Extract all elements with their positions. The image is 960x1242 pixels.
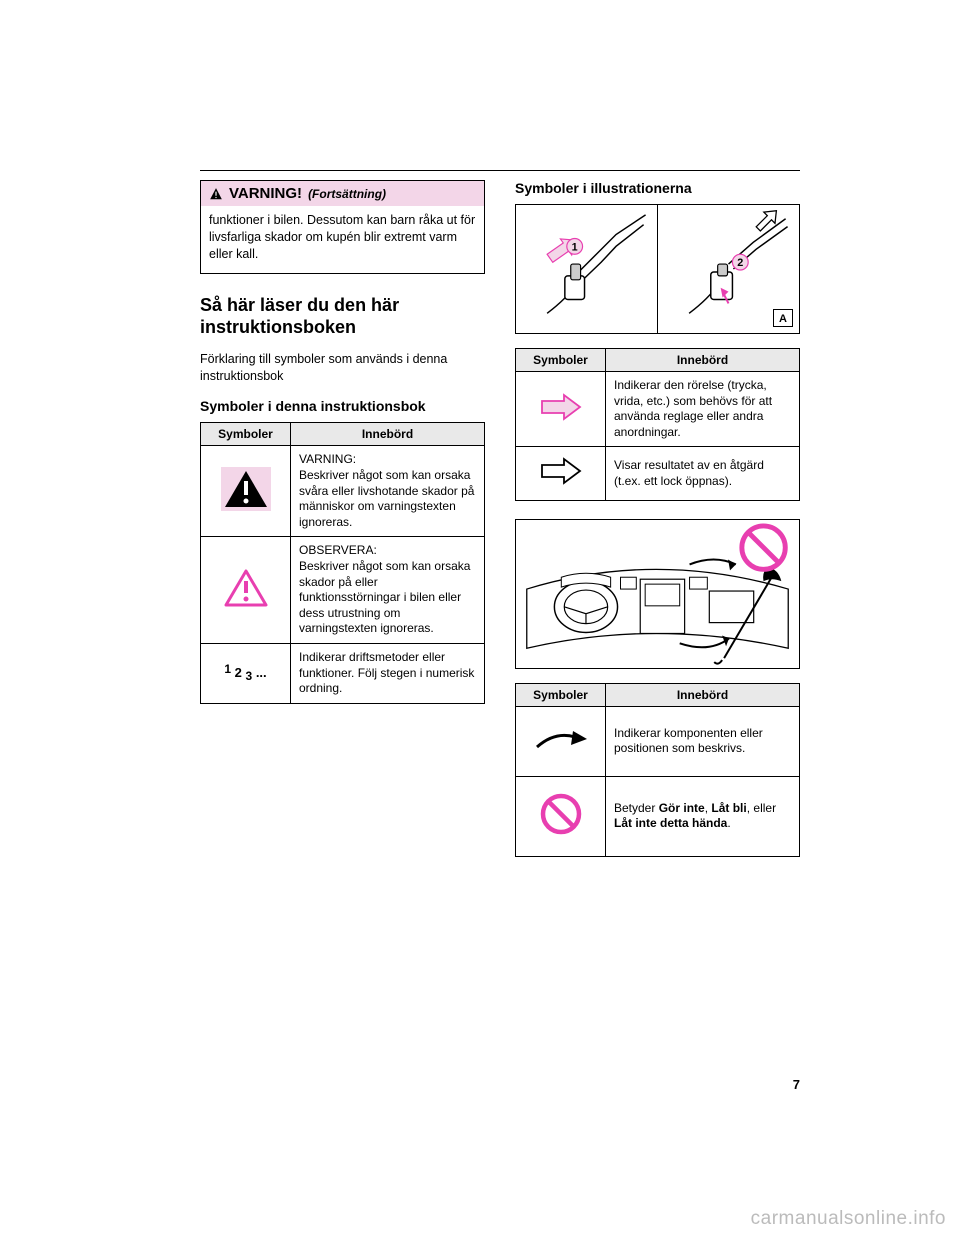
section-heading: Så här läser du den här instruktionsboke… — [200, 294, 485, 339]
icon-cell: 1 2 3 ... — [201, 643, 291, 703]
meaning-cell: OBSERVERA: Beskriver något som kan orsak… — [291, 537, 485, 644]
table-row: Indikerar komponenten eller positionen s… — [516, 706, 800, 776]
warning-triangle-black-icon — [221, 467, 271, 511]
warning-continuation: (Fortsättning) — [308, 187, 386, 201]
top-rule — [200, 170, 800, 171]
warning-body: funktioner i bilen. Dessutom kan barn rå… — [201, 206, 484, 273]
pointer-arrow-black-icon — [533, 725, 589, 753]
table-row: VARNING: Beskriver något som kan orsaka … — [201, 446, 485, 537]
step-1-label: 1 — [572, 241, 578, 253]
symbols-table-illustration-2: Symboler Innebörd — [515, 683, 800, 857]
page-number: 7 — [793, 1077, 800, 1092]
seatbelt-release-panel: 2 A — [658, 205, 799, 333]
arrow-outline-icon — [536, 455, 586, 487]
seatbelt-insert-panel: 1 — [516, 205, 658, 333]
t: Låt inte detta hända — [614, 816, 727, 830]
arrow-filled-pink-icon — [536, 391, 586, 423]
warning-box: VARNING! (Fortsättning) funktioner i bil… — [200, 180, 485, 274]
prohibit-pink-icon — [538, 791, 584, 837]
right-subhead: Symboler i illustrationerna — [515, 180, 800, 196]
label-a: A — [773, 309, 793, 327]
intro-text: Förklaring till symboler som används i d… — [200, 351, 485, 385]
t: Gör inte — [659, 801, 705, 815]
dashboard-illustration — [515, 519, 800, 669]
warning-title: VARNING! — [229, 185, 302, 202]
watermark: carmanualsonline.info — [751, 1208, 946, 1230]
th-symbols: Symboler — [201, 423, 291, 446]
seatbelt-illustration: 1 — [515, 204, 800, 334]
meaning-cell-prohibit: Betyder Gör inte, Låt bli, eller Låt int… — [606, 776, 800, 856]
left-subhead: Symboler i denna instruktionsbok — [200, 398, 485, 414]
symbols-table-manual: Symboler Innebörd — [200, 422, 485, 703]
t: , eller — [747, 801, 776, 815]
th-meaning: Innebörd — [291, 423, 485, 446]
meaning-cell: VARNING: Beskriver något som kan orsaka … — [291, 446, 485, 537]
meaning-cell: Indikerar driftsmetoder eller funktioner… — [291, 643, 485, 703]
table-row: Betyder Gör inte, Låt bli, eller Låt int… — [516, 776, 800, 856]
icon-cell — [516, 372, 606, 447]
icon-cell — [516, 706, 606, 776]
table-row: OBSERVERA: Beskriver något som kan orsak… — [201, 537, 485, 644]
steps-123-icon: 1 2 3 ... — [224, 665, 266, 680]
t: . — [727, 816, 730, 830]
th-symbols: Symboler — [516, 683, 606, 706]
icon-cell — [201, 446, 291, 537]
th-meaning: Innebörd — [606, 349, 800, 372]
right-column: Symboler i illustrationerna — [515, 180, 800, 875]
notice-triangle-pink-icon — [223, 568, 269, 608]
icon-cell — [516, 776, 606, 856]
symbols-table-illustration-1: Symboler Innebörd Indikerar — [515, 348, 800, 501]
meaning-cell: Indikerar komponenten eller positionen s… — [606, 706, 800, 776]
meaning-cell: Visar resultatet av en åtgärd (t.ex. ett… — [606, 447, 800, 501]
warning-icon — [209, 187, 223, 201]
left-column: VARNING! (Fortsättning) funktioner i bil… — [200, 180, 485, 875]
content-columns: VARNING! (Fortsättning) funktioner i bil… — [200, 180, 800, 875]
th-symbols: Symboler — [516, 349, 606, 372]
table-row: Indikerar den rörelse (trycka, vrida, et… — [516, 372, 800, 447]
table-row: Visar resultatet av en åtgärd (t.ex. ett… — [516, 447, 800, 501]
t: Betyder — [614, 801, 659, 815]
th-meaning: Innebörd — [606, 683, 800, 706]
meaning-cell: Indikerar den rörelse (trycka, vrida, et… — [606, 372, 800, 447]
t: Låt bli — [711, 801, 746, 815]
icon-cell — [516, 447, 606, 501]
step-2-label: 2 — [737, 257, 743, 269]
icon-cell — [201, 537, 291, 644]
table-row: 1 2 3 ... Indikerar driftsmetoder eller … — [201, 643, 485, 703]
warning-header: VARNING! (Fortsättning) — [201, 181, 484, 206]
